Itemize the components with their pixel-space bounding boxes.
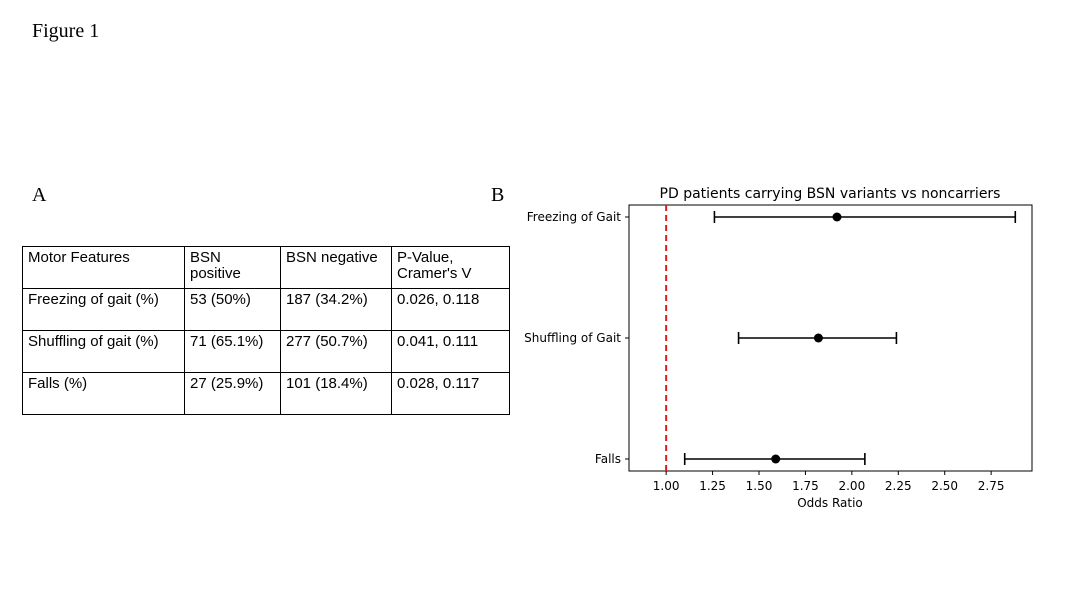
panel-b-label: B <box>491 184 505 206</box>
table-cell: Falls (%) <box>22 372 185 415</box>
x-tick-label: 2.00 <box>838 479 865 493</box>
chart-title: PD patients carrying BSN variants vs non… <box>660 186 1001 202</box>
table-cell: 101 (18.4%) <box>280 372 392 415</box>
x-tick-label: 1.25 <box>699 479 726 493</box>
y-tick-label: Falls <box>595 452 621 466</box>
x-tick-label: 1.50 <box>746 479 773 493</box>
table-cell: 71 (65.1%) <box>184 330 281 373</box>
x-tick-label: 1.00 <box>653 479 680 493</box>
table-row: Falls (%) 27 (25.9%) 101 (18.4%) 0.028, … <box>22 372 510 415</box>
table-cell: 27 (25.9%) <box>184 372 281 415</box>
panel-a-label: A <box>32 184 47 206</box>
table-cell: 0.041, 0.111 <box>391 330 510 373</box>
odds-ratio-point <box>813 333 823 343</box>
table-row: Freezing of gait (%) 53 (50%) 187 (34.2%… <box>22 288 510 331</box>
x-tick-label: 1.75 <box>792 479 819 493</box>
figure-title: Figure 1 <box>32 20 100 42</box>
table-header-row: Motor Features BSN positive BSN negative… <box>22 246 510 289</box>
table-header-cell: Motor Features <box>22 246 185 289</box>
table-header-cell: BSN positive <box>184 246 281 289</box>
x-tick-label: 2.75 <box>978 479 1005 493</box>
table-header-cell: P-Value, Cramer's V <box>391 246 510 289</box>
x-axis-label: Odds Ratio <box>797 496 863 510</box>
odds-ratio-point <box>832 212 842 222</box>
odds-ratio-point <box>771 454 781 464</box>
table-cell: 53 (50%) <box>184 288 281 331</box>
y-tick-label: Shuffling of Gait <box>524 331 621 345</box>
y-tick-label: Freezing of Gait <box>527 210 622 224</box>
table-cell: 0.026, 0.118 <box>391 288 510 331</box>
table-header-cell: BSN negative <box>280 246 392 289</box>
motor-features-table: Motor Features BSN positive BSN negative… <box>22 246 510 415</box>
table-cell: 187 (34.2%) <box>280 288 392 331</box>
table-cell: Freezing of gait (%) <box>22 288 185 331</box>
x-tick-label: 2.25 <box>885 479 912 493</box>
x-tick-label: 2.50 <box>931 479 958 493</box>
forest-plot: PD patients carrying BSN variants vs non… <box>524 186 1033 510</box>
table-cell: Shuffling of gait (%) <box>22 330 185 373</box>
table-row: Shuffling of gait (%) 71 (65.1%) 277 (50… <box>22 330 510 373</box>
table-cell: 0.028, 0.117 <box>391 372 510 415</box>
table-cell: 277 (50.7%) <box>280 330 392 373</box>
